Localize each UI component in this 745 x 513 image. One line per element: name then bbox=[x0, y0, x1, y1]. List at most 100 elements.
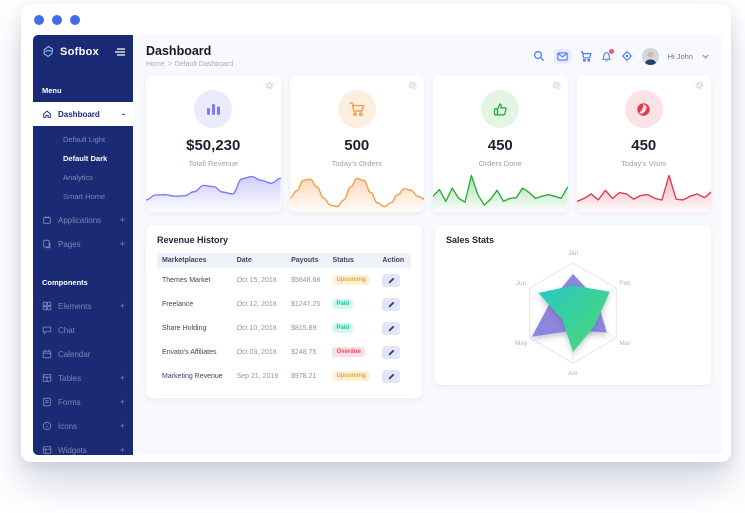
stat-value: 500 bbox=[344, 137, 370, 154]
svg-text:Feb: Feb bbox=[619, 280, 631, 287]
compass-icon[interactable] bbox=[621, 50, 633, 62]
pie-chart-icon bbox=[624, 90, 663, 128]
stat-card-todays-visits: 450 Today's Visits bbox=[576, 76, 711, 212]
sidebar-item-chat[interactable]: Chat bbox=[33, 318, 133, 342]
user-avatar[interactable] bbox=[641, 47, 659, 65]
widgets-icon bbox=[42, 445, 52, 455]
sidebar-subitem-smart-home[interactable]: Smart Home bbox=[63, 192, 106, 201]
grid-icon bbox=[42, 301, 52, 311]
stat-label: Totall Revenue bbox=[188, 159, 239, 168]
expand-indicator: + bbox=[119, 301, 125, 311]
svg-text:Jan: Jan bbox=[568, 250, 579, 257]
panel-title: Sales Stats bbox=[446, 235, 495, 245]
breadcrumb-separator: > bbox=[167, 61, 172, 68]
cart-icon[interactable] bbox=[580, 50, 592, 62]
svg-text:Jun: Jun bbox=[516, 280, 527, 287]
stat-label: Orders Done bbox=[478, 159, 522, 168]
edit-button[interactable] bbox=[382, 369, 401, 383]
column-header: Status bbox=[327, 253, 378, 268]
edit-button[interactable] bbox=[382, 345, 401, 359]
status-badge: Paid bbox=[332, 299, 354, 309]
revenue-history-table: Marketplaces Date Payouts Status Action … bbox=[157, 253, 411, 388]
expand-indicator: + bbox=[119, 445, 125, 455]
sidebar-subitem-default-dark[interactable]: Default Dark bbox=[63, 154, 108, 163]
gear-icon[interactable] bbox=[408, 81, 417, 90]
table-row: Marketing Revenue Sep 21, 2018 $978.21 U… bbox=[157, 364, 411, 388]
revenue-sparkline-chart bbox=[146, 175, 281, 212]
sidebar-item-calendar[interactable]: Calendar bbox=[33, 342, 133, 366]
svg-text:Apr: Apr bbox=[568, 370, 579, 375]
sidebar-item-dashboard[interactable]: Dashboard - bbox=[33, 102, 133, 126]
main-content: Dashboard Home > Default Dashboard bbox=[133, 35, 723, 455]
status-badge: Upcoming bbox=[332, 275, 370, 285]
column-header: Action bbox=[377, 253, 411, 268]
date-cell: Oct 15, 2018 bbox=[236, 276, 277, 284]
sidebar-item-label: Pages bbox=[58, 239, 81, 249]
gear-icon[interactable] bbox=[695, 81, 704, 90]
marketplace-cell: Share Holding bbox=[162, 324, 207, 332]
sidebar-item-applications[interactable]: Applications + bbox=[33, 208, 133, 232]
edit-button[interactable] bbox=[382, 297, 401, 311]
table-row: Share Holding Oct 10, 2018 $815.89 Paid bbox=[157, 316, 411, 340]
sidebar-item-forms[interactable]: Forms + bbox=[33, 390, 133, 414]
sidebar-item-widgets[interactable]: Widgets + bbox=[33, 438, 133, 455]
calendar-icon bbox=[42, 349, 52, 359]
payout-cell: $1247.25 bbox=[291, 300, 321, 308]
logo[interactable]: Sofbox bbox=[33, 35, 133, 64]
cart-icon bbox=[337, 90, 376, 128]
visits-sparkline-chart bbox=[576, 174, 711, 212]
sidebar-subitem-analytics[interactable]: Analytics bbox=[63, 173, 94, 182]
sidebar-subitem-default-light[interactable]: Default Light bbox=[63, 135, 106, 144]
payout-cell: $5848.68 bbox=[291, 276, 321, 284]
sidebar-item-tables[interactable]: Tables + bbox=[33, 366, 133, 390]
home-icon bbox=[42, 109, 52, 119]
sidebar: Sofbox Menu Dashboard - bbox=[33, 35, 133, 455]
edit-button[interactable] bbox=[382, 321, 401, 335]
sidebar-item-icons[interactable]: Icons + bbox=[33, 414, 133, 438]
menu-section-label: Menu bbox=[42, 86, 62, 95]
sales-stats-panel: Sales Stats Jan Feb Mar Apr May Jun bbox=[435, 225, 711, 385]
stat-label: Today's Orders bbox=[331, 159, 382, 168]
sidebar-item-label: Chat bbox=[58, 325, 75, 335]
window-titlebar bbox=[21, 4, 731, 35]
date-cell: Sep 21, 2018 bbox=[236, 372, 279, 380]
sidebar-item-label: Dashboard bbox=[58, 109, 100, 119]
expand-indicator: + bbox=[119, 215, 125, 225]
sidebar-item-label: Calendar bbox=[58, 349, 91, 359]
breadcrumb-home-link[interactable]: Home bbox=[146, 61, 165, 68]
components-section-label: Components bbox=[42, 278, 88, 287]
column-header: Marketplaces bbox=[157, 253, 232, 268]
chevron-down-icon[interactable] bbox=[702, 54, 709, 59]
dashboard-submenu: Default Light Default Dark Analytics Sma… bbox=[33, 126, 133, 208]
window-control-dot[interactable] bbox=[52, 14, 62, 25]
sidebar-item-label: Forms bbox=[58, 397, 81, 407]
date-cell: Oct 10, 2018 bbox=[236, 324, 277, 332]
mail-icon[interactable] bbox=[553, 48, 571, 64]
gear-icon[interactable] bbox=[551, 81, 561, 90]
window-control-dot[interactable] bbox=[70, 14, 80, 25]
search-icon[interactable] bbox=[533, 50, 545, 62]
orders-done-sparkline-chart bbox=[433, 174, 568, 212]
menu-toggle-icon[interactable] bbox=[115, 47, 125, 56]
edit-button[interactable] bbox=[382, 273, 401, 287]
gear-icon[interactable] bbox=[264, 81, 274, 90]
expand-indicator: + bbox=[119, 373, 125, 383]
stat-card-todays-orders: 500 Today's Orders bbox=[289, 76, 424, 212]
user-greeting: Hi John bbox=[667, 51, 693, 61]
panel-title: Revenue History bbox=[157, 235, 229, 245]
status-badge: Upcoming bbox=[332, 371, 370, 381]
applications-icon bbox=[42, 215, 52, 225]
stat-value: 450 bbox=[631, 137, 657, 154]
thumbs-up-icon bbox=[481, 90, 520, 128]
breadcrumb: Home > Default Dashboard bbox=[146, 61, 233, 68]
stat-value: $50,230 bbox=[186, 137, 241, 154]
payout-cell: $978.21 bbox=[291, 372, 317, 380]
status-badge: Overdue bbox=[332, 347, 365, 357]
stat-label: Today's Visits bbox=[621, 159, 667, 168]
sidebar-item-elements[interactable]: Elements + bbox=[33, 294, 133, 318]
table-row: Themes Market Oct 15, 2018 $5848.68 Upco… bbox=[157, 268, 411, 292]
status-badge: Paid bbox=[332, 323, 354, 333]
sidebar-item-pages[interactable]: Pages + bbox=[33, 232, 133, 256]
bell-icon[interactable] bbox=[601, 48, 614, 62]
window-control-dot[interactable] bbox=[34, 14, 44, 25]
